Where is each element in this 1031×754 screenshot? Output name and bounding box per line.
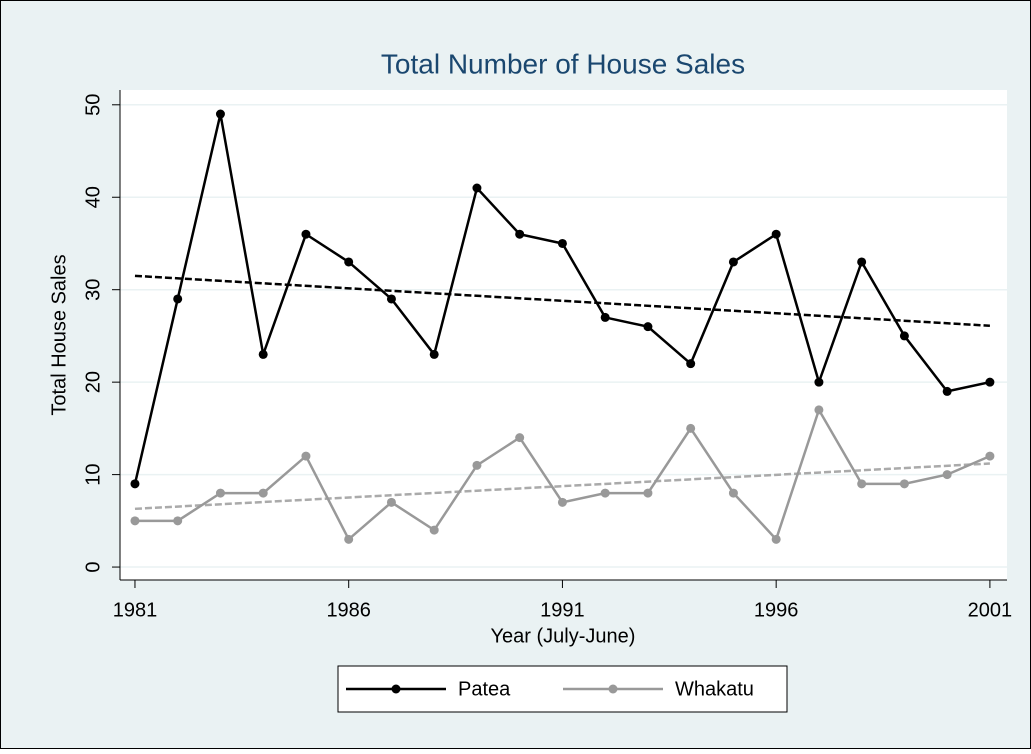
y-tick-label: 0 — [82, 561, 104, 572]
data-point — [857, 257, 867, 267]
data-point — [814, 377, 824, 387]
data-point — [258, 349, 268, 359]
legend-marker — [391, 684, 401, 694]
data-point — [857, 479, 867, 489]
data-point — [643, 322, 653, 332]
data-point — [215, 109, 225, 119]
x-tick-label: 1996 — [754, 599, 799, 621]
data-point — [899, 479, 909, 489]
y-tick-label: 20 — [82, 371, 104, 393]
data-point — [215, 488, 225, 498]
y-axis-label: Total House Sales — [48, 254, 70, 415]
y-tick-label: 30 — [82, 279, 104, 301]
data-point — [557, 238, 567, 248]
data-point — [942, 470, 952, 480]
data-point — [985, 451, 995, 461]
legend-label: Whakatu — [675, 678, 754, 700]
data-point — [386, 497, 396, 507]
data-point — [258, 488, 268, 498]
data-point — [344, 534, 354, 544]
data-point — [985, 377, 995, 387]
data-point — [301, 451, 311, 461]
data-point — [728, 488, 738, 498]
data-point — [130, 516, 140, 526]
y-tick-label: 50 — [82, 94, 104, 116]
x-tick-label: 1981 — [113, 599, 158, 621]
data-point — [173, 294, 183, 304]
data-point — [643, 488, 653, 498]
data-point — [942, 386, 952, 396]
data-point — [771, 534, 781, 544]
data-point — [472, 460, 482, 470]
data-point — [600, 488, 610, 498]
data-point — [600, 312, 610, 322]
x-tick-label: 1986 — [326, 599, 371, 621]
data-point — [429, 349, 439, 359]
data-point — [515, 433, 525, 443]
chart-title: Total Number of House Sales — [381, 48, 745, 79]
data-point — [130, 479, 140, 489]
x-tick-label: 2001 — [968, 599, 1013, 621]
data-point — [173, 516, 183, 526]
x-tick-label: 1991 — [540, 599, 585, 621]
trend-line — [134, 462, 990, 511]
data-point — [814, 405, 824, 415]
data-point — [686, 359, 696, 369]
x-axis-label: Year (July-June) — [491, 625, 636, 647]
data-point — [301, 229, 311, 239]
data-point — [899, 331, 909, 341]
data-point — [515, 229, 525, 239]
y-tick-label: 10 — [82, 463, 104, 485]
data-point — [386, 294, 396, 304]
data-point — [771, 229, 781, 239]
data-point — [686, 423, 696, 433]
data-point — [429, 525, 439, 535]
data-point — [472, 183, 482, 193]
legend-label: Patea — [458, 678, 511, 700]
data-point — [728, 257, 738, 267]
legend-marker — [608, 684, 618, 694]
data-point — [344, 257, 354, 267]
trend-line — [134, 274, 990, 328]
data-point — [557, 497, 567, 507]
y-tick-label: 40 — [82, 186, 104, 208]
